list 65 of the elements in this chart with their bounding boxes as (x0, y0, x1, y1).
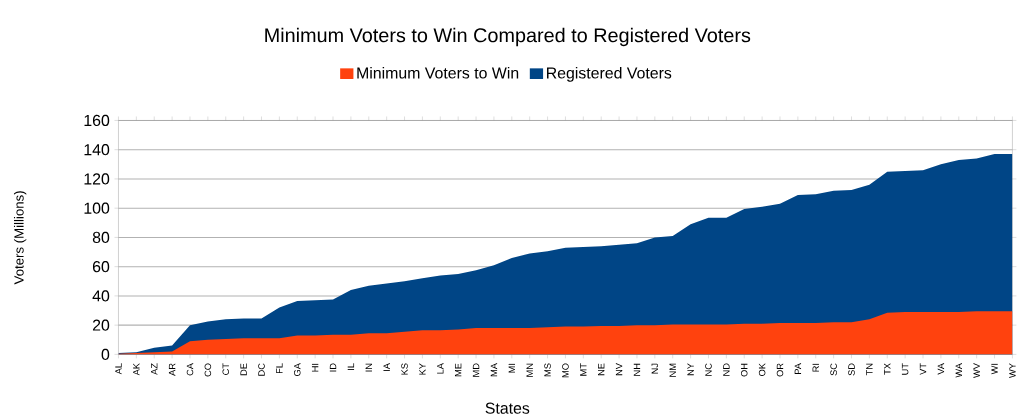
x-tick-label: IL (347, 363, 355, 370)
x-tick-label: WI (991, 363, 998, 375)
x-tick-label: FL (276, 363, 283, 374)
legend-label: Minimum Voters to Win (357, 66, 519, 79)
x-tick-label: SC (830, 363, 837, 376)
x-tick-label: RI (812, 363, 819, 372)
x-tick-label: NY (687, 363, 694, 376)
x-tick-label: WV (973, 363, 980, 378)
x-axis-title: States (485, 402, 530, 414)
x-tick-label: KY (419, 363, 426, 375)
x-tick-label: WY (1009, 363, 1016, 378)
x-tick-label: GA (293, 363, 301, 376)
x-tick-label: OR (776, 363, 784, 377)
x-tick-label: NC (705, 363, 712, 376)
x-tick-label: DE (240, 363, 247, 376)
y-tick-label: 0 (101, 348, 110, 360)
x-tick-label: WA (955, 363, 962, 378)
y-tick-label: 120 (84, 173, 110, 185)
x-tick-label: SD (848, 363, 855, 376)
x-tick-label: AK (133, 363, 140, 376)
x-tick-label: IN (365, 363, 372, 372)
x-tick-label: CT (222, 363, 230, 375)
x-tick-label: KS (401, 363, 408, 375)
x-tick-label: MD (472, 363, 480, 377)
x-tick-label: NJ (651, 363, 659, 374)
x-tick-label: OH (740, 363, 748, 377)
x-tick-label: AR (168, 363, 176, 376)
x-tick-label: CO (204, 363, 212, 377)
x-tick-label: IA (383, 363, 390, 371)
x-tick-label: LA (437, 363, 444, 374)
x-tick-label: MT (580, 363, 587, 376)
x-tick-label: MO (562, 363, 569, 378)
x-tick-label: ID (329, 363, 337, 372)
x-tick-label: OK (758, 363, 766, 376)
chart-title: Minimum Voters to Win Compared to Registered Voters (265, 27, 751, 47)
x-tick-label: AZ (151, 363, 158, 375)
x-tick-label: VA (937, 363, 945, 375)
y-tick-label: 140 (84, 144, 110, 156)
x-tick-label: ME (454, 363, 462, 377)
y-tick-label: 60 (92, 261, 110, 273)
x-tick-label: NH (633, 363, 641, 376)
y-axis-title: Voters (Millions) (13, 191, 27, 285)
x-tick-label: DC (258, 363, 265, 376)
y-tick-label: 160 (84, 114, 110, 127)
x-tick-label: MS (544, 363, 551, 377)
x-tick-label: AL (115, 363, 122, 375)
x-tick-label: NV (615, 363, 623, 376)
x-tick-label: TN (866, 363, 873, 376)
x-tick-label: PA (794, 363, 802, 374)
x-tick-label: ND (723, 363, 730, 376)
x-tick-label: NM (669, 363, 676, 377)
x-tick-label: UT (901, 363, 909, 375)
x-tick-label: TX (884, 363, 891, 375)
y-tick-label: 20 (92, 319, 110, 331)
x-tick-label: HI (311, 363, 319, 372)
x-tick-label: MA (490, 363, 498, 377)
legend-label: Registered Voters (547, 66, 672, 82)
x-tick-label: CA (186, 363, 194, 376)
x-tick-label: VT (919, 363, 927, 375)
x-tick-label: MI (508, 363, 515, 373)
x-tick-label: NE (598, 363, 605, 376)
y-tick-label: 40 (92, 290, 110, 302)
y-tick-label: 100 (84, 202, 110, 214)
y-tick-label: 80 (92, 231, 110, 243)
x-tick-label: MN (526, 363, 533, 377)
